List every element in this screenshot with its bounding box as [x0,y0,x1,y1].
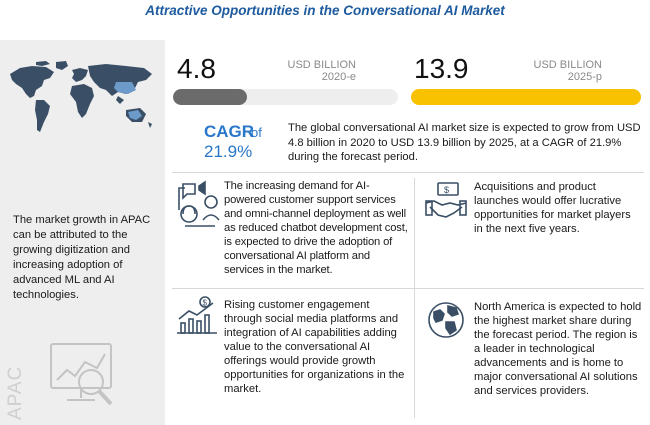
point-north-america: North America is expected to hold the hi… [474,301,642,397]
cagr-value: 21.9% [204,142,253,161]
handshake-deal-icon: $ [425,182,467,218]
unit-2020: USD BILLION 2020-e [250,59,356,83]
cagr-word: CAGR [204,122,255,141]
point-customer-support: The increasing demand for AI-powered cus… [224,180,408,276]
market-summary: The global conversational AI market size… [288,122,641,163]
unit-2025: USD BILLION 2025-p [496,59,602,83]
divider-middle [172,288,644,289]
point-customer-engagement: Rising customer engagement through socia… [224,299,405,395]
year-2020-label: 2020-e [321,71,356,83]
bar-2020-fill [173,89,248,105]
svg-text:$: $ [203,299,208,308]
growth-chart-icon: $ [177,296,217,334]
bar-2025-fill [411,89,641,105]
market-value-2025: 13.9 [414,53,469,84]
divider-top [172,172,644,173]
divider-vertical [414,178,415,418]
globe-icon [428,302,464,338]
unit-2025-label: USD BILLION [533,59,602,71]
market-value-2020: 4.8 [177,53,216,84]
point-acquisitions: Acquisitions and product launches would … [474,181,631,235]
bar-2020-track [173,89,398,105]
left-panel: The market growth in APAC can be attribu… [0,40,165,425]
apac-growth-text: The market growth in APAC can be attribu… [13,214,151,301]
customer-support-icon [178,180,220,227]
cagr-of: of [251,125,262,140]
svg-text:$: $ [444,185,449,195]
analytics-magnifier-icon [50,343,113,406]
apac-label: APAC [5,365,26,420]
world-map-icon [10,61,152,132]
unit-2020-label: USD BILLION [287,59,356,71]
page-title: Attractive Opportunities in the Conversa… [145,3,505,18]
year-2025-label: 2025-p [567,71,602,83]
